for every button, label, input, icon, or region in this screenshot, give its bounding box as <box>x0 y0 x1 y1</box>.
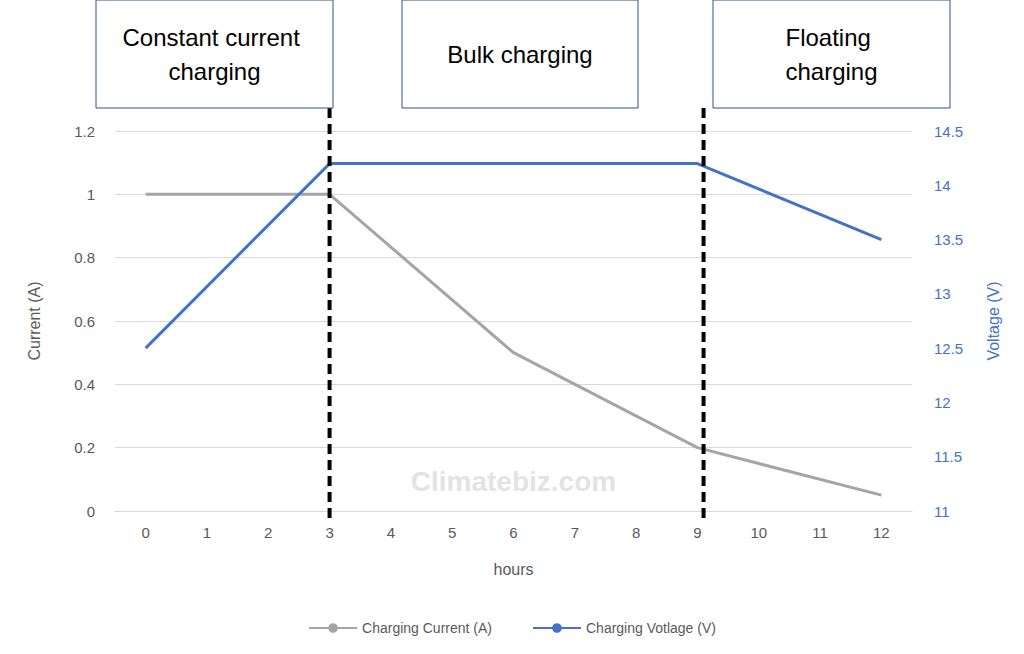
svg-text:12: 12 <box>873 524 890 541</box>
svg-text:6: 6 <box>509 524 517 541</box>
svg-text:charging: charging <box>785 58 877 85</box>
svg-text:14.5: 14.5 <box>934 123 963 140</box>
svg-text:8: 8 <box>632 524 640 541</box>
svg-text:Voltage (V): Voltage (V) <box>985 281 1002 360</box>
svg-text:0.4: 0.4 <box>74 376 95 393</box>
svg-text:Constant current: Constant current <box>122 24 306 51</box>
svg-text:1.2: 1.2 <box>74 123 95 140</box>
svg-text:2: 2 <box>264 524 272 541</box>
svg-text:7: 7 <box>571 524 579 541</box>
svg-text:9: 9 <box>693 524 701 541</box>
svg-text:1: 1 <box>203 524 211 541</box>
svg-text:14: 14 <box>934 177 951 194</box>
svg-text:Charging Current (A): Charging Current (A) <box>362 620 492 636</box>
svg-text:0.6: 0.6 <box>74 313 95 330</box>
svg-text:11: 11 <box>934 503 950 520</box>
svg-text:4: 4 <box>387 524 395 541</box>
svg-text:13: 13 <box>934 285 951 302</box>
svg-text:10: 10 <box>750 524 767 541</box>
svg-text:Bulk charging: Bulk charging <box>447 41 592 68</box>
svg-text:0: 0 <box>87 503 95 520</box>
svg-text:5: 5 <box>448 524 456 541</box>
svg-text:Climatebiz.com: Climatebiz.com <box>411 466 616 497</box>
svg-text:0.2: 0.2 <box>74 439 95 456</box>
svg-text:12: 12 <box>934 394 951 411</box>
svg-text:charging: charging <box>168 58 260 85</box>
svg-text:hours: hours <box>493 561 533 578</box>
svg-text:11: 11 <box>812 524 828 541</box>
svg-text:Floating: Floating <box>785 24 877 51</box>
svg-text:3: 3 <box>325 524 333 541</box>
svg-text:0.8: 0.8 <box>74 249 95 266</box>
svg-text:0: 0 <box>141 524 149 541</box>
svg-text:Current (A): Current (A) <box>26 281 43 360</box>
svg-text:1: 1 <box>87 186 95 203</box>
svg-text:12.5: 12.5 <box>934 340 963 357</box>
svg-text:11.5: 11.5 <box>934 448 962 465</box>
svg-text:Charging Votlage (V): Charging Votlage (V) <box>586 620 716 636</box>
svg-text:13.5: 13.5 <box>934 231 963 248</box>
